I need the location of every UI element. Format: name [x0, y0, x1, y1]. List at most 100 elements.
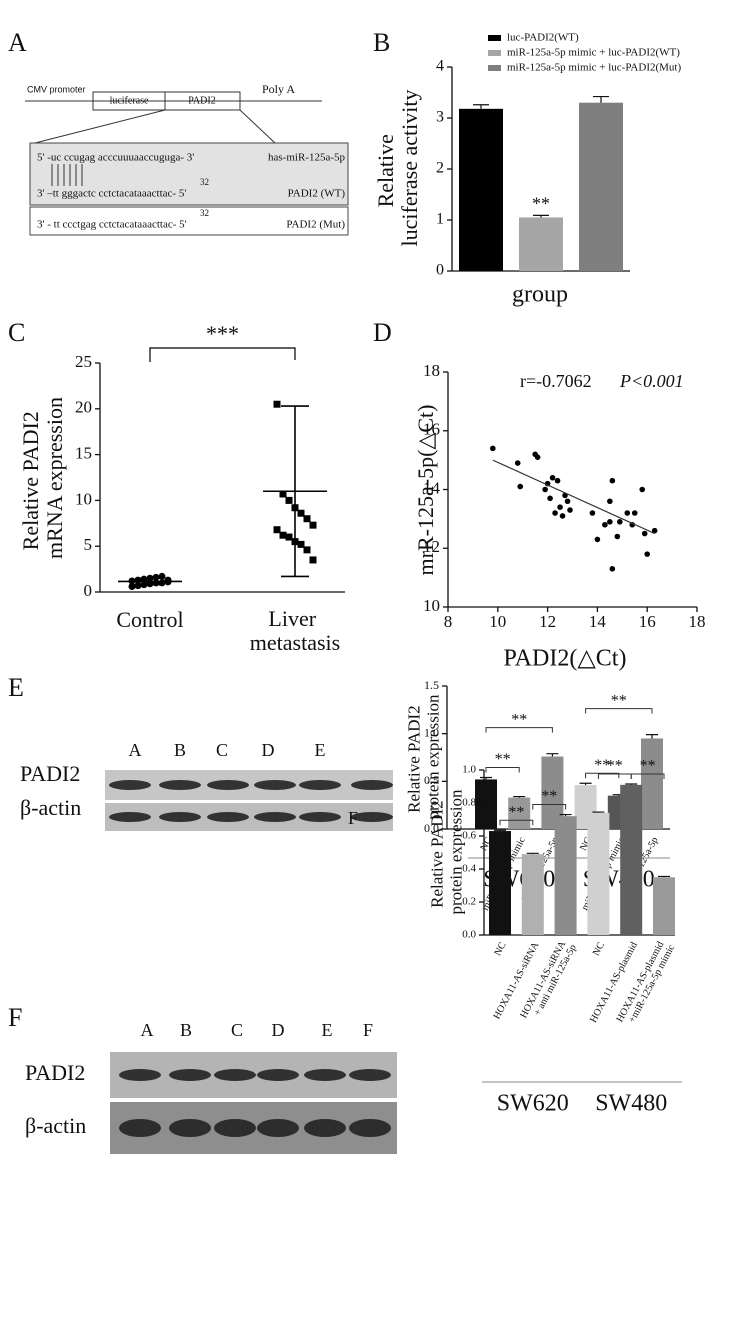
blot-band — [169, 1069, 211, 1081]
lane-label: E — [322, 1020, 333, 1040]
data-point — [285, 533, 293, 541]
lane-label: C — [216, 740, 228, 760]
y-tick-label: 10 — [423, 596, 440, 615]
construct-box-label: PADI2 — [188, 95, 215, 106]
significance: ** — [532, 194, 550, 214]
y-tick-label: 1.0 — [424, 725, 439, 739]
x-tick-label: 18 — [689, 612, 706, 631]
blot-row-label: β-actin — [20, 795, 81, 820]
bar — [653, 877, 675, 935]
significance-bracket — [485, 767, 520, 773]
group-label: SW480 — [595, 1091, 667, 1117]
significance: ** — [640, 758, 656, 775]
y-tick-label: 0.0 — [462, 929, 476, 941]
panel-label: A — [8, 28, 27, 57]
mirna-name: has-miR-125a-5p — [268, 152, 345, 164]
data-point — [607, 498, 613, 505]
data-point — [549, 474, 556, 481]
error-bar — [646, 734, 658, 739]
data-point — [567, 507, 573, 513]
mut-sequence: 3' - tt ccctgag cctctacataaacttac- 5' — [37, 219, 187, 231]
data-point — [152, 573, 160, 581]
bar — [508, 797, 531, 829]
data-point — [651, 527, 658, 534]
data-point — [309, 556, 317, 564]
data-point — [285, 496, 293, 504]
blot-band — [119, 1119, 161, 1137]
significance-bracket — [597, 773, 632, 780]
x-tick-label: Control — [116, 607, 183, 632]
error-bar — [526, 852, 539, 855]
mut-box — [29, 206, 349, 236]
lane-label: E — [315, 740, 326, 760]
bar — [579, 102, 623, 271]
data-point — [564, 498, 571, 505]
blot-row-label: β-actin — [25, 1113, 86, 1138]
blot-band — [109, 812, 151, 822]
blot-band — [304, 1119, 346, 1137]
bar — [587, 812, 610, 935]
y-axis-label: mrR-125a-5p(△Ct) — [413, 405, 438, 576]
significance-bracket — [585, 772, 620, 779]
data-point — [589, 510, 596, 516]
data-point — [547, 495, 553, 502]
error-bar — [473, 104, 489, 109]
promoter-label: CMV promoter — [27, 84, 86, 94]
error-bar — [533, 214, 549, 218]
significance: ** — [508, 804, 524, 821]
position-label: 32 — [200, 177, 209, 187]
data-point — [514, 460, 521, 466]
y-tick-label: 0.2 — [462, 896, 476, 908]
bar — [620, 784, 643, 935]
legend-label: luc-PADI2(WT) — [507, 32, 579, 44]
lane-label: D — [262, 740, 275, 760]
y-tick-label: 0 — [84, 581, 93, 600]
significance-bracket — [532, 804, 567, 810]
x-axis-label: group — [512, 282, 568, 308]
construct-box — [164, 91, 241, 111]
data-point — [552, 510, 558, 516]
data-point — [607, 519, 613, 525]
y-axis-label: Relative PADI2 mRNA expression — [18, 397, 67, 559]
lane-label: B — [180, 1020, 192, 1040]
data-point — [602, 521, 608, 528]
y-axis-label: Relative PADI2 protein expression — [428, 789, 466, 915]
y-tick-label: 0.4 — [462, 863, 476, 875]
blot-band — [299, 812, 341, 822]
blot-band — [349, 1069, 391, 1081]
error-bar — [625, 783, 638, 785]
y-tick-label: 18 — [423, 361, 440, 380]
error-bar — [593, 95, 609, 103]
y-tick-label: 20 — [75, 398, 92, 417]
y-tick-label: 5 — [84, 535, 93, 554]
mirna-sequence: 5' -uc ccugag acccuuuaaccuguga- 3' — [37, 152, 194, 164]
alignment-box — [29, 142, 349, 206]
data-point — [542, 486, 548, 493]
y-tick-label: 3 — [436, 109, 444, 126]
data-point — [644, 551, 650, 557]
data-point — [297, 509, 305, 517]
y-tick-label: 15 — [75, 444, 92, 463]
bar — [475, 779, 497, 829]
panel-label: F — [8, 1003, 22, 1032]
position-label: 32 — [200, 208, 209, 218]
bar — [459, 108, 503, 271]
x-tick-label: NC — [492, 940, 508, 958]
data-point — [279, 490, 287, 498]
y-tick-label: 2 — [436, 160, 444, 177]
lane-label: D — [272, 1020, 285, 1040]
blot-band — [257, 1069, 299, 1081]
y-tick-label: 0 — [436, 262, 444, 279]
error-bar — [579, 782, 592, 786]
legend-swatch — [488, 50, 501, 56]
data-point — [303, 515, 311, 523]
blot-band — [169, 1119, 211, 1137]
data-point — [534, 454, 541, 460]
blot-band — [299, 780, 341, 790]
y-tick-label: 1.5 — [424, 678, 439, 692]
blot-row-label: PADI2 — [20, 761, 80, 786]
annotation: P<0.001 — [619, 371, 684, 391]
data-point — [617, 519, 623, 525]
data-point — [517, 483, 524, 490]
data-point — [594, 536, 601, 543]
